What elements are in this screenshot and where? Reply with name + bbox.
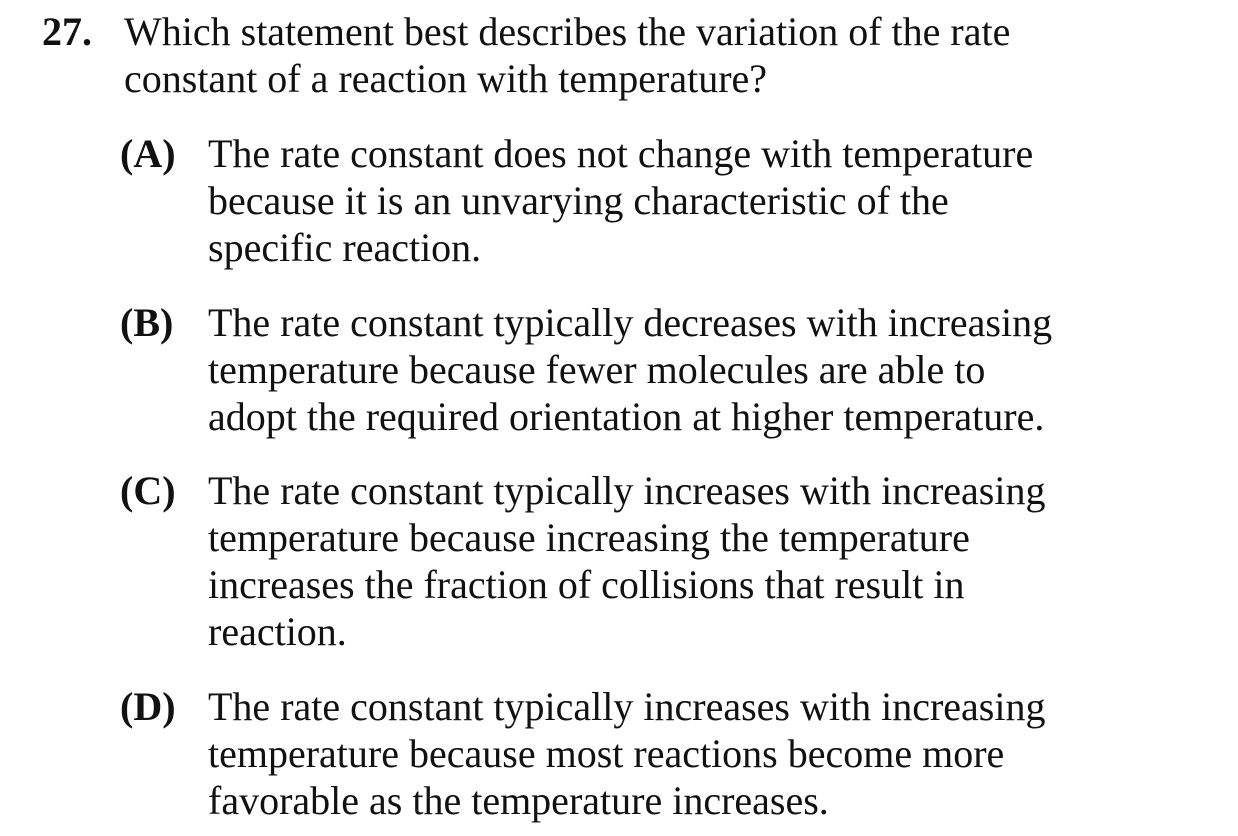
choice-letter: (B) <box>120 300 174 345</box>
choice-text-line: The rate constant typically increases wi… <box>208 468 1046 513</box>
choice-text-line: because it is an unvarying characteristi… <box>208 178 949 223</box>
choice-text-line: specific reaction. <box>208 225 482 270</box>
choice-text: The rate constant does not change with t… <box>208 130 1168 271</box>
choice-text-line: increases the fraction of collisions tha… <box>208 562 965 607</box>
question-stem-line: Which statement best describes the varia… <box>124 9 1011 54</box>
choice-text: The rate constant typically decreases wi… <box>208 299 1168 440</box>
choice-text-line: The rate constant typically decreases wi… <box>208 300 1053 345</box>
choice-text: The rate constant typically increases wi… <box>208 683 1168 824</box>
choice-text-line: temperature because increasing the tempe… <box>208 515 970 560</box>
choice-text-line: temperature because fewer molecules are … <box>208 347 986 392</box>
choice-text-line: favorable as the temperature increases. <box>208 778 829 823</box>
choice-text-line: temperature because most reactions becom… <box>208 731 1005 776</box>
choice-letter: (D) <box>120 684 176 729</box>
choice-letter: (A) <box>120 131 176 176</box>
question-stem: Which statement best describes the varia… <box>124 8 1124 102</box>
choice-text-line: reaction. <box>208 609 347 654</box>
choice-text: The rate constant typically increases wi… <box>208 467 1168 655</box>
question-number: 27. <box>42 9 92 54</box>
choice-letter: (C) <box>120 468 176 513</box>
question-stem-line: constant of a reaction with temperature? <box>124 56 768 101</box>
choice-text-line: The rate constant does not change with t… <box>208 131 1034 176</box>
choice-text-line: The rate constant typically increases wi… <box>208 684 1046 729</box>
choice-text-line: adopt the required orientation at higher… <box>208 394 1045 439</box>
